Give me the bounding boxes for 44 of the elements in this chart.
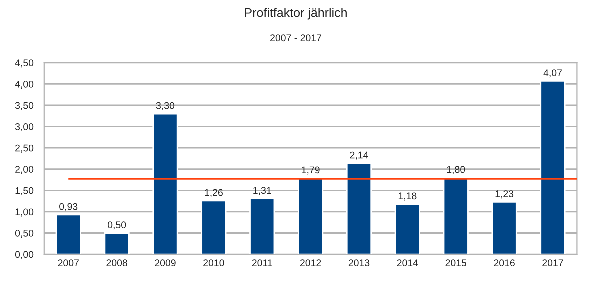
x-tick-label: 2014 (397, 260, 418, 267)
data-label: 1,31 (254, 187, 272, 196)
data-label: 1,18 (398, 192, 417, 201)
chart-subtitle: 2007 - 2017 (270, 34, 322, 42)
y-tick-label: 3,00 (15, 124, 34, 132)
bar (492, 201, 518, 255)
y-tick-label: 1,00 (16, 208, 34, 217)
bar (394, 204, 420, 255)
y-tick-label: 3,50 (15, 102, 34, 110)
x-tick-label: 2008 (106, 260, 128, 267)
data-label: 1,79 (302, 166, 320, 175)
bar (250, 198, 276, 255)
bar (56, 214, 82, 255)
y-tick-label: 4,50 (15, 60, 34, 68)
x-tick-label: 2009 (155, 260, 176, 267)
data-label: 4,07 (544, 70, 562, 78)
data-label: 1,26 (205, 189, 223, 198)
bar (346, 162, 372, 255)
x-tick-label: 2013 (348, 260, 370, 267)
y-tick-label: 0,50 (15, 230, 34, 238)
y-tick-label: 4,00 (15, 80, 34, 89)
data-label: 3,30 (156, 102, 175, 110)
y-tick-label: 0,00 (15, 251, 34, 260)
x-tick-label: 2010 (204, 260, 224, 267)
data-label: 0,93 (60, 203, 78, 212)
chart-title: Profitfaktor jährlich (245, 8, 347, 20)
data-label: 2,14 (350, 152, 368, 160)
bar (152, 113, 178, 255)
bar (540, 80, 566, 255)
bar (201, 200, 227, 255)
y-tick-label: 2,00 (16, 166, 34, 174)
bar (104, 232, 130, 255)
data-label: 1,23 (496, 190, 514, 199)
x-tick-label: 2015 (446, 260, 467, 267)
bar (298, 178, 324, 255)
x-tick-label: 2016 (494, 260, 515, 267)
x-tick-label: 2007 (58, 260, 79, 267)
x-tick-label: 2012 (300, 260, 322, 267)
x-tick-label: 2017 (542, 260, 564, 267)
y-tick-label: 2,50 (16, 144, 34, 153)
y-tick-label: 1,50 (16, 187, 34, 196)
data-label: 0,50 (108, 222, 126, 230)
x-tick-label: 2011 (252, 260, 272, 267)
data-label: 1,80 (447, 166, 466, 174)
